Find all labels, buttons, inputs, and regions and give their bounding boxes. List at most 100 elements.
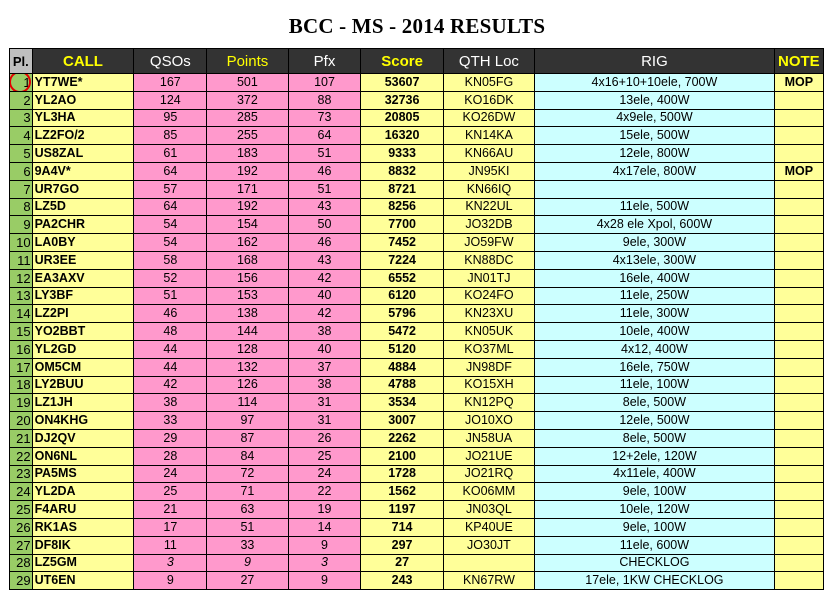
qth-loc-cell: JN01TJ <box>442 268 536 288</box>
place-cell: 26 <box>9 517 33 537</box>
call-cell: YL3HA <box>31 108 135 128</box>
table-row: 3 YL3HA 95 285 73 20805 KO26DW 4x9ele, 500W <box>9 108 825 128</box>
qsos-cell: 21 <box>133 500 208 519</box>
call-cell: US8ZAL <box>31 144 135 163</box>
place-cell: 23 <box>9 464 33 484</box>
score-cell: 9333 <box>360 144 444 163</box>
table-row: 16 YL2GD 44 128 40 5120 KO37ML 4x12, 400W <box>9 339 825 359</box>
qth-loc-cell: KN05UK <box>442 322 536 341</box>
qth-loc-cell: KN12PQ <box>442 393 536 413</box>
pfx-cell: 43 <box>287 250 362 270</box>
note-cell <box>773 464 825 484</box>
rig-cell: 16ele, 750W <box>534 357 775 377</box>
score-cell: 32736 <box>360 90 444 110</box>
rig-cell: 8ele, 500W <box>534 393 775 413</box>
rig-cell: 11ele, 100W <box>534 375 775 395</box>
qsos-cell: 11 <box>133 535 208 555</box>
note-cell <box>773 322 825 341</box>
rig-cell: 17ele, 1KW CHECKLOG <box>534 571 775 590</box>
points-cell: 63 <box>206 500 289 519</box>
qsos-cell: 85 <box>133 126 208 146</box>
rig-cell: 9ele, 100W <box>534 482 775 502</box>
table-row: 18 LY2BUU 42 126 38 4788 KO15XH 11ele, 100W <box>9 375 825 395</box>
qsos-cell: 44 <box>133 357 208 377</box>
rig-cell: 9ele, 100W <box>534 517 775 537</box>
score-cell: 7700 <box>360 215 444 235</box>
qsos-cell: 54 <box>133 233 208 252</box>
place-cell: 25 <box>9 500 33 519</box>
rig-cell: 10ele, 400W <box>534 322 775 341</box>
note-cell <box>773 517 825 537</box>
pfx-cell: 51 <box>287 144 362 163</box>
qth-loc-cell: KN23XU <box>442 304 536 324</box>
table-row: 28 LZ5GM 3 9 3 27 CHECKLOG <box>9 553 825 573</box>
qth-loc-cell: JO59FW <box>442 233 536 252</box>
qth-loc-cell: KN66AU <box>442 144 536 163</box>
note-cell <box>773 535 825 555</box>
call-cell: LZ1JH <box>31 393 135 413</box>
score-cell: 714 <box>360 517 444 537</box>
pfx-cell: 14 <box>287 517 362 537</box>
qsos-cell: 64 <box>133 197 208 217</box>
pfx-cell: 25 <box>287 446 362 466</box>
pfx-cell: 9 <box>287 571 362 590</box>
header-pfx: Pfx <box>287 48 362 74</box>
place-cell: 24 <box>9 482 33 502</box>
points-cell: 114 <box>206 393 289 413</box>
points-cell: 51 <box>206 517 289 537</box>
table-row: 23 PA5MS 24 72 24 1728 JO21RQ 4x11ele, 400W <box>9 464 825 484</box>
pfx-cell: 50 <box>287 215 362 235</box>
qth-loc-cell: KO37ML <box>442 339 536 359</box>
call-cell: OM5CM <box>31 357 135 377</box>
place-cell: 10 <box>9 233 33 252</box>
qth-loc-cell: KO06MM <box>442 482 536 502</box>
call-cell: YT7WE* <box>31 73 135 92</box>
rig-cell: 4x17ele, 800W <box>534 161 775 181</box>
points-cell: 138 <box>206 304 289 324</box>
pfx-cell: 42 <box>287 304 362 324</box>
qth-loc-cell: KO15XH <box>442 375 536 395</box>
qsos-cell: 25 <box>133 482 208 502</box>
rig-cell: 4x12, 400W <box>534 339 775 359</box>
qsos-cell: 54 <box>133 215 208 235</box>
score-cell: 7452 <box>360 233 444 252</box>
points-cell: 97 <box>206 411 289 430</box>
call-cell: RK1AS <box>31 517 135 537</box>
qth-loc-cell: JN58UA <box>442 428 536 448</box>
note-cell <box>773 411 825 430</box>
points-cell: 183 <box>206 144 289 163</box>
place-cell: 18 <box>9 375 33 395</box>
rig-cell: CHECKLOG <box>534 553 775 573</box>
note-cell <box>773 428 825 448</box>
score-cell: 1728 <box>360 464 444 484</box>
place-cell: 8 <box>9 197 33 217</box>
table-row: 17 OM5CM 44 132 37 4884 JN98DF 16ele, 750W <box>9 357 825 377</box>
place-value-wrapper: 1 <box>10 74 31 91</box>
rig-cell: 11ele, 300W <box>534 304 775 324</box>
place-cell: 9 <box>9 215 33 235</box>
place-cell: 11 <box>9 250 33 270</box>
qth-loc-cell: KN67RW <box>442 571 536 590</box>
place-cell: 7 <box>9 179 33 199</box>
qsos-cell: 33 <box>133 411 208 430</box>
table-row: 13 LY3BF 51 153 40 6120 KO24FO 11ele, 250W <box>9 286 825 306</box>
points-cell: 372 <box>206 90 289 110</box>
rig-cell: 8ele, 500W <box>534 428 775 448</box>
call-cell: ON4KHG <box>31 411 135 430</box>
qth-loc-cell: JO32DB <box>442 215 536 235</box>
qth-loc-cell: KO24FO <box>442 286 536 306</box>
points-cell: 9 <box>206 553 289 573</box>
call-cell: DJ2QV <box>31 428 135 448</box>
score-cell: 16320 <box>360 126 444 146</box>
header-qsos: QSOs <box>133 48 208 74</box>
note-cell <box>773 482 825 502</box>
note-cell: MOP <box>773 73 825 92</box>
note-cell <box>773 197 825 217</box>
note-cell <box>773 144 825 163</box>
pfx-cell: 42 <box>287 268 362 288</box>
pfx-cell: 24 <box>287 464 362 484</box>
pfx-cell: 40 <box>287 286 362 306</box>
pfx-cell: 37 <box>287 357 362 377</box>
qsos-cell: 124 <box>133 90 208 110</box>
rig-cell: 4x16+10+10ele, 700W <box>534 73 775 92</box>
